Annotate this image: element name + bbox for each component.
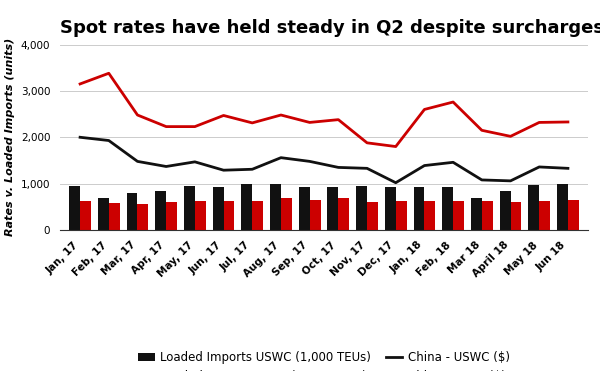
Bar bbox=[511, 202, 521, 230]
Bar bbox=[367, 202, 378, 230]
Bar bbox=[471, 197, 482, 230]
Bar bbox=[98, 197, 109, 230]
Bar bbox=[224, 201, 235, 230]
Bar bbox=[80, 201, 91, 230]
Bar bbox=[299, 187, 310, 230]
Bar bbox=[69, 186, 80, 230]
Bar bbox=[500, 191, 511, 230]
Bar bbox=[557, 184, 568, 230]
Bar bbox=[241, 184, 252, 230]
Bar bbox=[270, 184, 281, 230]
Bar bbox=[137, 204, 148, 230]
Bar bbox=[310, 200, 320, 230]
Bar bbox=[338, 198, 349, 230]
Legend: Loaded Imports USWC (1,000 TEUs), Loaded Imports USEC (1,000 TEUs), China - USWC: Loaded Imports USWC (1,000 TEUs), Loaded… bbox=[138, 351, 510, 371]
Bar bbox=[424, 201, 436, 230]
Text: Spot rates have held steady in Q2 despite surcharges: Spot rates have held steady in Q2 despit… bbox=[60, 19, 600, 37]
Bar bbox=[356, 186, 367, 230]
Bar bbox=[109, 203, 119, 230]
Bar bbox=[413, 187, 424, 230]
Bar bbox=[453, 201, 464, 230]
Bar bbox=[539, 201, 550, 230]
Bar bbox=[281, 198, 292, 230]
Bar bbox=[252, 201, 263, 230]
Bar bbox=[127, 193, 137, 230]
Bar bbox=[212, 187, 224, 230]
Bar bbox=[328, 187, 338, 230]
Bar bbox=[166, 202, 177, 230]
Bar bbox=[482, 201, 493, 230]
Bar bbox=[568, 200, 579, 230]
Bar bbox=[195, 201, 206, 230]
Bar bbox=[529, 185, 539, 230]
Bar bbox=[184, 186, 195, 230]
Y-axis label: Rates v. Loaded Imports (units): Rates v. Loaded Imports (units) bbox=[5, 38, 15, 236]
Bar bbox=[442, 187, 453, 230]
Bar bbox=[396, 201, 407, 230]
Bar bbox=[385, 187, 396, 230]
Bar bbox=[155, 191, 166, 230]
